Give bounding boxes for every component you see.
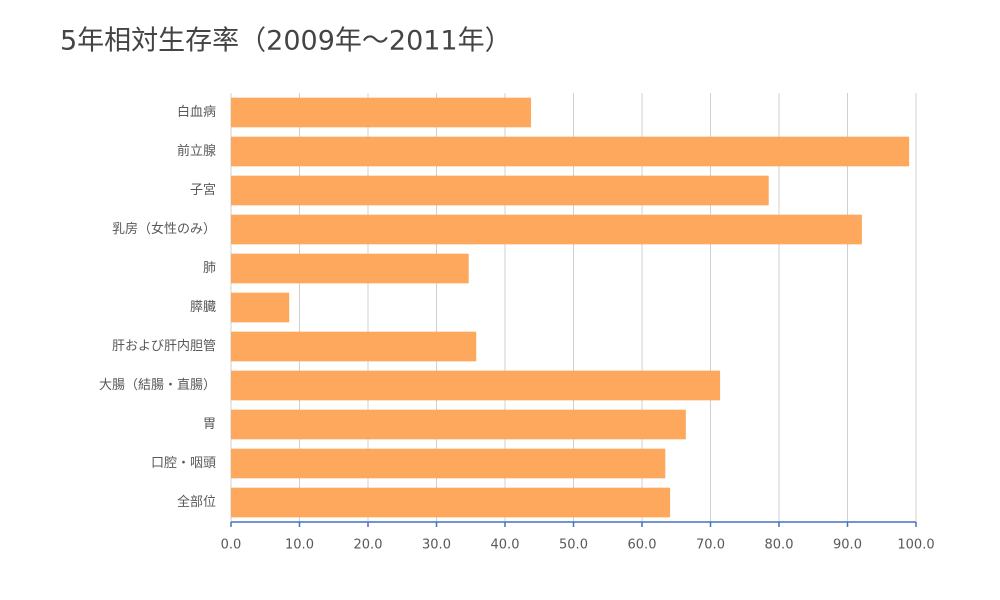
x-tick-label: 100.0: [897, 538, 934, 553]
bar: [231, 331, 477, 362]
x-tick-label: 20.0: [354, 538, 383, 553]
bar: [231, 292, 290, 323]
x-tick-label: 10.0: [285, 538, 314, 553]
y-tick-label: 全部位: [177, 494, 216, 510]
x-tick-label: 90.0: [833, 538, 862, 553]
x-tick-label: 60.0: [628, 538, 657, 553]
bar: [231, 214, 862, 245]
bar: [231, 370, 721, 401]
bar: [231, 175, 769, 206]
x-tick-label: 50.0: [559, 538, 588, 553]
bar: [231, 136, 910, 167]
bar: [231, 448, 666, 479]
chart-title: 5年相対生存率（2009年～2011年）: [60, 26, 512, 57]
bar: [231, 97, 532, 128]
y-tick-label: 肝および肝内胆管: [112, 338, 216, 354]
x-tick-label: 80.0: [765, 538, 794, 553]
bar: [231, 409, 686, 440]
y-tick-label: 乳房（女性のみ）: [112, 221, 216, 237]
y-tick-label: 口腔・咽頭: [151, 456, 216, 471]
y-tick-label: 白血病: [177, 104, 216, 120]
bar: [231, 253, 469, 284]
bar: [231, 487, 671, 518]
x-tick-label: 40.0: [491, 538, 520, 553]
y-tick-label: 肺: [203, 261, 216, 276]
x-tick-label: 0.0: [221, 538, 242, 553]
y-tick-label: 大腸（結腸・直腸）: [99, 378, 216, 393]
y-tick-label: 胃: [203, 417, 216, 432]
y-tick-label: 前立腺: [177, 143, 216, 159]
x-tick-label: 70.0: [696, 538, 725, 553]
y-tick-label: 膵臓: [190, 300, 216, 315]
y-tick-label: 子宮: [190, 182, 216, 198]
x-tick-label: 30.0: [422, 538, 451, 553]
